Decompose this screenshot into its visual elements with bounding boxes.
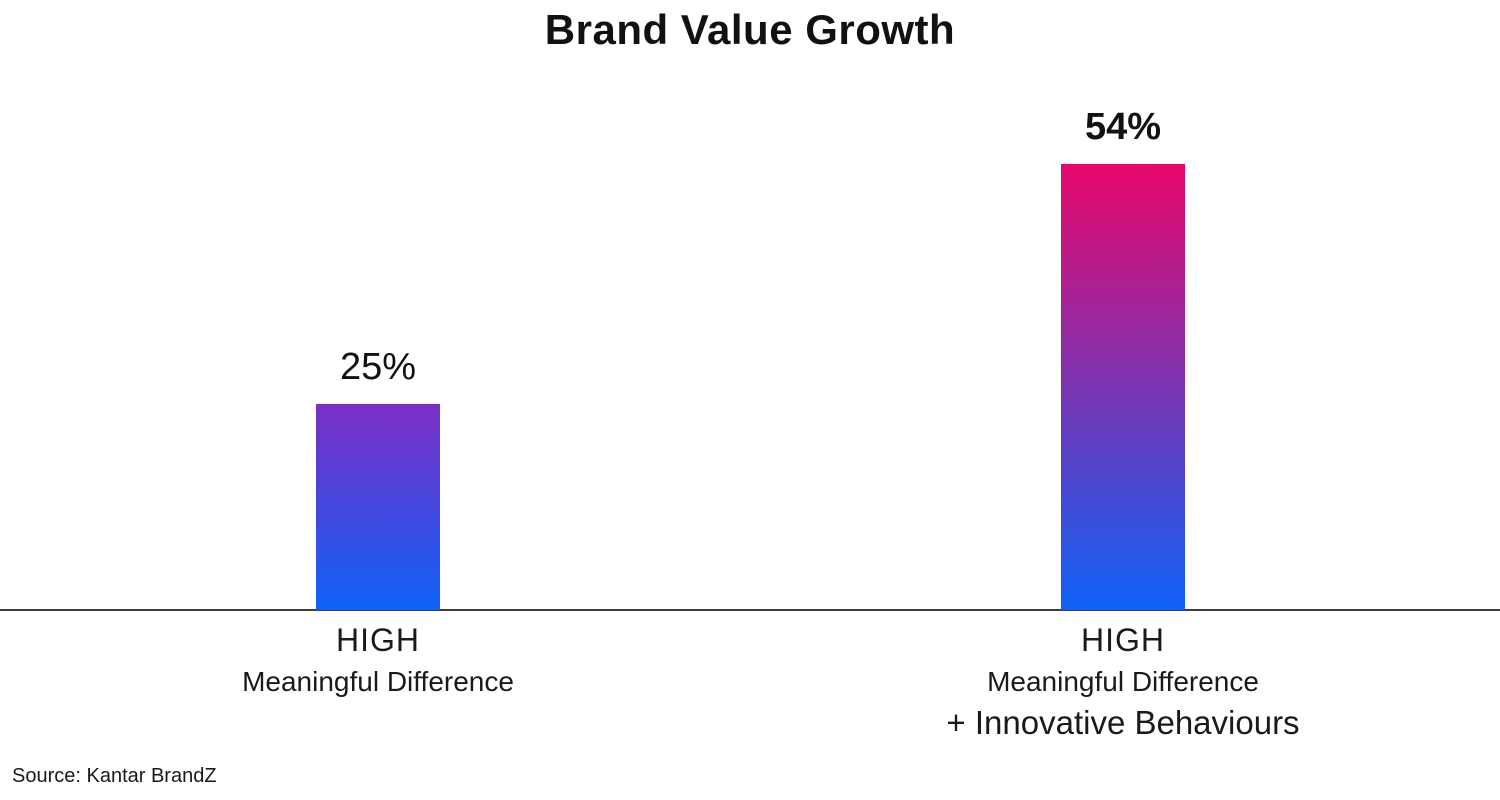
bar-1-category-label: HIGH Meaningful Difference xyxy=(68,620,688,702)
bar-1-category-line-1: HIGH xyxy=(336,622,420,658)
chart-title: Brand Value Growth xyxy=(544,6,956,53)
bar-2-category-line-1: HIGH xyxy=(1081,622,1165,658)
bar-2-value-label: 54% xyxy=(1084,106,1162,148)
bar-1 xyxy=(316,404,440,610)
bar-2-category-label: HIGH Meaningful Difference + Innovative Be… xyxy=(813,620,1433,745)
bar-2-category-line-3: + Innovative Behaviours xyxy=(946,704,1300,742)
bar-2-category-line-2: Meaningful Difference xyxy=(987,665,1259,697)
source-note: Source: Kantar BrandZ xyxy=(12,765,217,787)
bar-1-category-line-2: Meaningful Difference xyxy=(242,665,514,697)
bar-1-value-label: 25% xyxy=(339,346,417,388)
bar-2 xyxy=(1061,164,1185,610)
x-axis-line xyxy=(0,609,1500,611)
